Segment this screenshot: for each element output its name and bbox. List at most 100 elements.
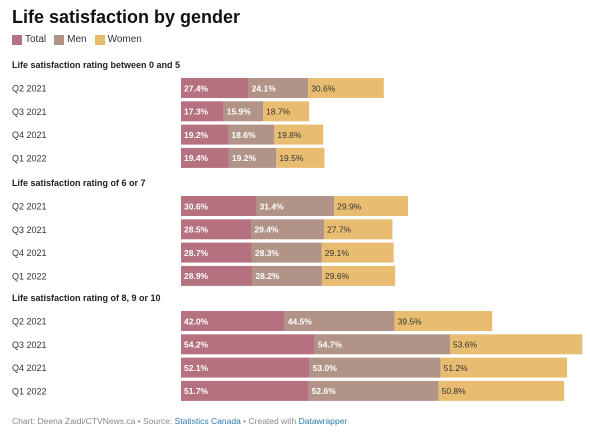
bar-value-label: 24.1% [252,83,277,93]
bar-value-label: 53.0% [313,363,338,373]
bar-value-label: 19.4% [184,153,209,163]
bar-men [308,380,439,401]
category-label: Q1 2022 [12,153,47,163]
footer-middle: • Created with [240,416,299,426]
bar-value-label: 29.9% [337,201,362,211]
bar-value-label: 39.5% [398,316,423,326]
category-label: Q3 2021 [12,340,47,350]
bar-value-label: 18.6% [231,130,256,140]
bar-value-label: 19.5% [279,153,304,163]
bar-value-label: 28.3% [255,248,280,258]
bar-women [274,124,324,145]
bar-value-label: 44.5% [288,316,313,326]
bar-value-label: 52.1% [184,363,209,373]
bar-value-label: 54.2% [184,340,209,350]
bar-value-label: 17.3% [184,107,209,117]
bar-value-label: 52.6% [312,386,337,396]
bar-women [263,101,310,122]
bar-value-label: 29.6% [325,271,350,281]
legend-swatch-men [54,34,65,45]
bar-total [181,196,257,216]
bar-men [223,101,264,122]
category-label: Q3 2021 [12,225,47,235]
bar-value-label: 51.2% [444,363,469,373]
group-heading-1: Life satisfaction rating between 0 and 5 [12,60,180,70]
bar-men [228,147,277,168]
bar-women [322,265,396,286]
bar-value-label: 31.4% [260,201,285,211]
legend-item-men: Men [54,34,87,45]
footer-credit: Chart: Deena Zaidi/CTVNews.ca • Source: [12,416,175,426]
bar-value-label: 15.9% [227,107,252,117]
category-label: Q4 2021 [12,130,47,140]
bar-value-label: 19.8% [277,130,302,140]
legend-item-total: Total [12,34,46,45]
bar-value-label: 53.6% [453,340,478,350]
bar-total [181,219,252,240]
bar-men [256,196,335,216]
bar-total [181,265,253,286]
bar-value-label: 42.0% [184,316,209,326]
chart-footer: Chart: Deena Zaidi/CTVNews.ca • Source: … [12,416,347,426]
legend-label-men: Men [67,34,87,45]
bar-women [324,219,393,240]
bar-total [181,147,229,168]
bar-value-label: 18.7% [266,107,291,117]
bar-value-label: 51.7% [184,386,209,396]
bar-women [394,311,493,331]
bar-value-label: 30.6% [311,83,336,93]
bar-women [321,242,394,263]
bar-value-label: 27.7% [327,225,352,235]
bar-value-label: 28.5% [184,225,209,235]
bar-women [440,357,568,378]
category-label: Q3 2021 [12,107,47,117]
footer-tool-link[interactable]: Datawrapper [298,416,348,426]
bar-value-label: 27.4% [184,83,209,93]
bar-total [181,124,229,145]
legend-swatch-women [94,34,105,45]
group-heading-2: Life satisfaction rating of 6 or 7 [12,178,146,188]
category-label: Q4 2021 [12,363,47,373]
bar-men [248,78,309,98]
bar-women [334,196,408,216]
legend-item-women: Women [94,34,142,45]
legend-swatch-total [12,34,22,45]
bar-women [308,78,384,98]
bar-value-label: 28.2% [255,271,280,281]
bar-women [449,334,583,355]
bar-value-label: 28.9% [184,271,209,281]
bar-value-label: 30.6% [184,201,209,211]
bar-men [252,265,323,286]
bar-total [181,380,309,401]
group-heading-3: Life satisfaction rating of 8, 9 or 10 [12,293,161,303]
legend-label-total: Total [25,34,47,45]
footer-source-link[interactable]: Statistics Canada [174,416,241,426]
bar-women [276,147,325,168]
category-label: Q2 2021 [12,202,47,212]
bar-total [181,78,249,98]
bar-men [251,242,322,263]
bar-total [181,311,285,331]
bar-total [181,334,315,355]
category-label: Q4 2021 [12,248,47,258]
bar-value-label: 19.2% [184,130,209,140]
bar-value-label: 50.8% [442,386,467,396]
bar-value-label: 29.1% [325,248,350,258]
bar-men [251,219,325,240]
bar-value-label: 54.7% [318,340,343,350]
bar-total [181,357,310,378]
bar-men [284,311,395,331]
bar-total [181,101,224,122]
category-label: Q1 2022 [12,271,47,281]
legend-label-women: Women [107,34,142,45]
category-label: Q1 2022 [12,386,47,396]
legend: Total Men Women [12,34,150,45]
bar-men [309,357,441,378]
bar-value-label: 28.7% [184,248,209,258]
chart-title: Life satisfaction by gender [12,7,241,27]
bar-value-label: 19.2% [232,153,257,163]
bar-men [314,334,450,355]
bar-men [228,124,275,145]
bar-women [438,380,565,401]
